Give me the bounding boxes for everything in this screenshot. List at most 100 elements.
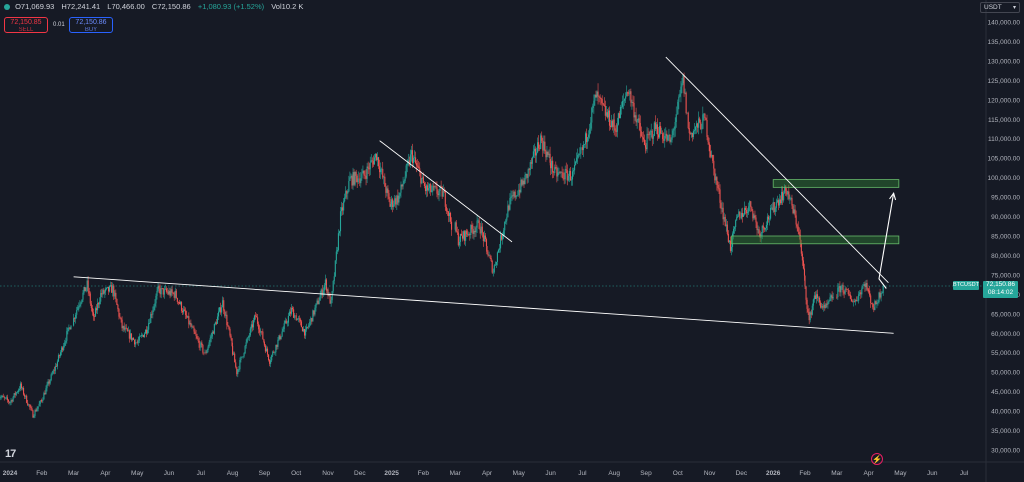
candle-body — [289, 311, 292, 314]
candle-body — [509, 198, 511, 210]
candle-body — [308, 325, 310, 327]
candle-body — [581, 147, 583, 151]
candle-body — [154, 303, 156, 307]
candle-body — [623, 100, 625, 102]
candle-body — [619, 106, 622, 119]
trendline[interactable] — [73, 276, 894, 334]
resistance-zone[interactable] — [731, 235, 900, 245]
candle-body — [296, 318, 298, 321]
candle-body — [364, 175, 366, 176]
candle-body — [592, 105, 594, 109]
candle-body — [742, 214, 745, 217]
candle-body — [84, 287, 86, 292]
candle-body — [579, 153, 581, 155]
trendline[interactable] — [665, 56, 889, 284]
candle-body — [269, 359, 271, 364]
candle-body — [272, 351, 274, 356]
candle-body — [198, 340, 200, 348]
candle-body — [392, 199, 394, 208]
candle-body — [69, 327, 71, 330]
candle-body — [615, 130, 617, 132]
candle-body — [769, 218, 771, 220]
candle-body — [432, 185, 434, 191]
candle-body — [720, 202, 722, 209]
candle-body — [841, 285, 843, 286]
candle-body — [166, 291, 168, 293]
candle-body — [415, 157, 417, 163]
sell-button[interactable]: 72,150.85 SELL — [4, 17, 48, 33]
candle-body — [611, 120, 613, 127]
candle-body — [796, 224, 798, 227]
x-tick-label: Oct — [673, 470, 683, 477]
candle-body — [820, 302, 822, 308]
candle-body — [587, 137, 589, 143]
candle-body — [434, 186, 436, 188]
candle-body — [437, 193, 439, 196]
candle-body — [529, 162, 531, 171]
candle-body — [370, 160, 372, 163]
candle-body — [327, 289, 329, 296]
candle-body — [607, 110, 610, 118]
resistance-zone[interactable] — [772, 179, 900, 188]
candle-body — [63, 345, 65, 351]
candle-body — [57, 355, 60, 362]
candle-body — [9, 402, 11, 404]
candle-body — [861, 288, 863, 295]
candle-body — [696, 123, 698, 127]
candle-body — [862, 285, 864, 289]
candle-body — [277, 339, 279, 347]
candle-body — [350, 176, 352, 178]
candle-body — [856, 300, 858, 301]
candle-body — [851, 301, 853, 303]
candle-body — [678, 96, 680, 102]
candle-body — [479, 228, 481, 234]
candle-body — [1, 395, 3, 397]
candle-body — [461, 235, 464, 239]
candle-body — [286, 322, 288, 324]
candle-body — [309, 321, 311, 326]
trendline[interactable] — [379, 140, 513, 243]
candle-body — [324, 279, 326, 286]
candle-body — [196, 336, 198, 339]
candle-body — [600, 97, 602, 100]
candle-body — [515, 195, 517, 198]
candle-body — [76, 309, 78, 315]
candle-body — [836, 296, 838, 298]
candle-body — [837, 287, 839, 298]
candle-body — [691, 132, 693, 138]
candle-body — [351, 176, 353, 186]
candle-body — [368, 168, 370, 170]
candle-body — [580, 147, 582, 154]
tradingview-logo[interactable]: 17 — [5, 448, 16, 460]
candle-body — [456, 231, 458, 233]
candle-body — [123, 326, 125, 330]
currency-dropdown[interactable]: USDT ▾ — [980, 2, 1020, 13]
candle-body — [421, 178, 423, 184]
candle-body — [275, 344, 277, 353]
candle-body — [828, 301, 830, 303]
candle-body — [761, 225, 763, 234]
buy-button[interactable]: 72,150.86 BUY — [69, 17, 113, 33]
change-value: +1,080.93 (+1.52%) — [197, 2, 265, 11]
candle-body — [259, 329, 261, 333]
candle-body — [371, 160, 373, 161]
y-tick-label: 75,000.00 — [991, 272, 1020, 279]
candle-body — [169, 291, 171, 296]
candle-body — [92, 312, 94, 317]
candle-body — [576, 157, 578, 162]
lightning-icon[interactable]: ⚡ — [871, 453, 883, 465]
candle-body — [778, 199, 781, 206]
x-tick-label: Jul — [960, 470, 969, 477]
candle-body — [56, 361, 58, 367]
candle-body — [197, 338, 199, 341]
candle-body — [156, 290, 158, 296]
candle-body — [726, 224, 728, 234]
candle-body — [484, 235, 486, 240]
candle-body — [645, 147, 647, 150]
candle-body — [443, 190, 445, 193]
candle-body — [477, 220, 479, 222]
candle-body — [112, 285, 114, 293]
projection-arrow[interactable] — [878, 193, 895, 289]
candle-body — [15, 392, 17, 395]
